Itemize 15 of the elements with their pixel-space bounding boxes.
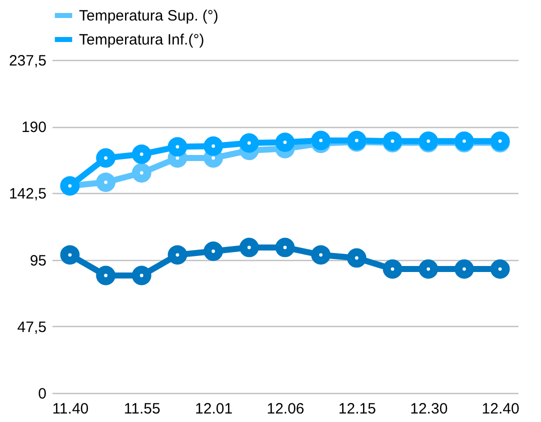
x-tick-label: 11.55 bbox=[124, 400, 160, 418]
x-tick-label: 12.40 bbox=[482, 400, 520, 418]
x-tick-label: 12.30 bbox=[410, 400, 448, 418]
legend-label: Temperatura Inf.(°) bbox=[79, 32, 204, 48]
y-tick-label: 95 bbox=[30, 252, 46, 270]
y-tick-label: 47,5 bbox=[17, 318, 46, 336]
y-tick-label: 0 bbox=[38, 386, 46, 402]
x-tick-label: 12.01 bbox=[195, 400, 233, 418]
legend-label: Temperatura Sup. (°) bbox=[79, 8, 218, 24]
y-tick-label: 237,5 bbox=[8, 52, 46, 70]
x-tick-label: 11.40 bbox=[52, 400, 89, 418]
y-tick-label: 190 bbox=[21, 119, 46, 136]
x-tick-label: 12.06 bbox=[266, 400, 304, 418]
y-tick-label: 142,5 bbox=[8, 186, 46, 203]
x-tick-label: 12.15 bbox=[338, 400, 376, 418]
